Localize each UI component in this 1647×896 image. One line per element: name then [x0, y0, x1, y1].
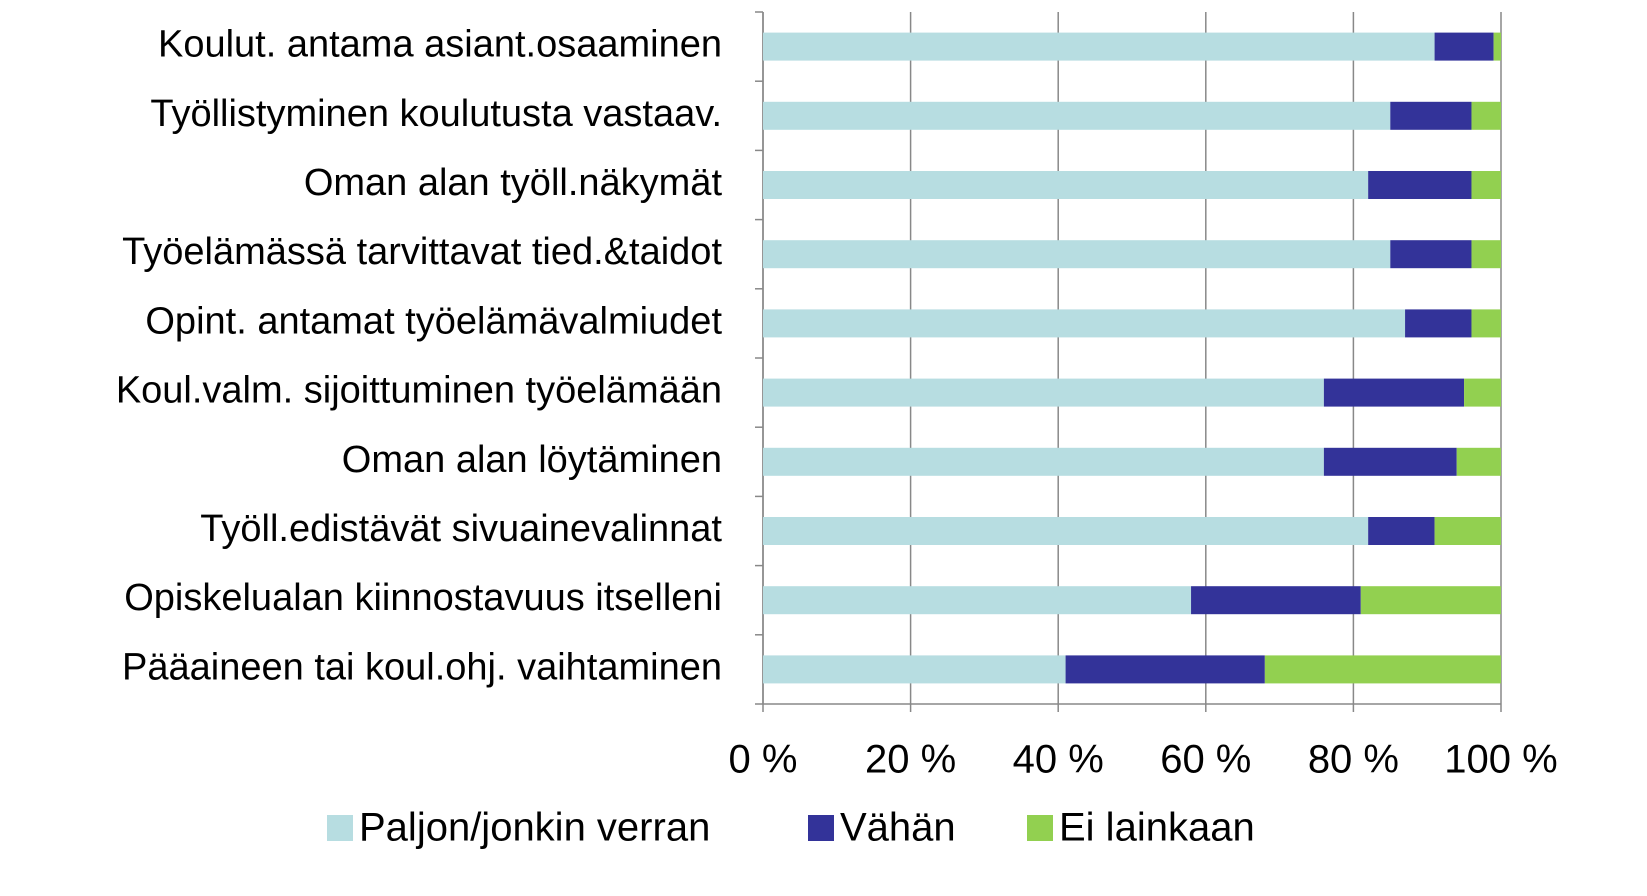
bar-segment [1471, 101, 1501, 130]
bar-segment [763, 240, 1391, 269]
legend-swatch [808, 815, 834, 841]
y-tick-label: Opiskelualan kiinnostavuus itselleni [124, 577, 722, 619]
bar-segment [1471, 240, 1501, 269]
bar-segment [1464, 378, 1501, 407]
legend-label: Ei lainkaan [1059, 806, 1255, 850]
y-tick-label: Työelämässä tarvittavat tied.&taidot [122, 231, 722, 273]
bar-segment [763, 586, 1192, 615]
bar-segment [763, 655, 1066, 684]
bar-segment [763, 517, 1369, 545]
y-tick-label: Työll.edistävät sivuainevalinnat [200, 508, 722, 550]
bar-segment [763, 378, 1324, 407]
bar-segment [1434, 517, 1501, 545]
x-tick-label: 60 % [1160, 738, 1251, 782]
bar-segment [1390, 101, 1472, 130]
legend-label: Vähän [840, 806, 956, 850]
bar-segment [1390, 240, 1472, 269]
y-tick-label: Työllistyminen koulutusta vastaav. [150, 93, 722, 135]
bar-segment [1493, 32, 1501, 61]
y-tick-label: Oman alan työll.näkymät [304, 162, 723, 204]
bar-segment [763, 101, 1391, 130]
bar-segment [1405, 309, 1472, 338]
y-tick-label: Koul.valm. sijoittuminen työelämään [116, 370, 722, 412]
bar-segment [1323, 447, 1457, 476]
bar-segment [1456, 447, 1501, 476]
bar-segment [1191, 586, 1361, 615]
bar-segment [1368, 171, 1472, 199]
legend-label: Paljon/jonkin verran [359, 806, 710, 850]
x-tick-label: 40 % [1013, 738, 1104, 782]
y-tick-label: Pääaineen tai koul.ohj. vaihtaminen [122, 646, 722, 688]
legend-swatch [1027, 815, 1053, 841]
bar-segment [763, 447, 1324, 476]
legend-swatch [327, 815, 353, 841]
y-tick-label: Opint. antamat työelämävalmiudet [145, 300, 722, 342]
bar-segment [1471, 309, 1501, 338]
bar-segment [1471, 171, 1501, 199]
x-tick-label: 0 % [729, 738, 798, 782]
bar-segment [763, 32, 1435, 61]
x-tick-label: 20 % [865, 738, 956, 782]
y-tick-label: Oman alan löytäminen [342, 439, 722, 481]
bar-segment [763, 171, 1369, 199]
y-tick-label: Koulut. antama asiant.osaaminen [158, 24, 722, 66]
bar-segment [763, 309, 1406, 338]
bar-segment [1323, 378, 1465, 407]
bar-segment [1368, 517, 1435, 545]
bar-segment [1434, 32, 1494, 61]
bar-segment [1264, 655, 1501, 684]
bar-segment [1360, 586, 1501, 615]
x-tick-label: 80 % [1308, 738, 1399, 782]
x-tick-label: 100 % [1444, 738, 1557, 782]
bar-segment [1065, 655, 1265, 684]
